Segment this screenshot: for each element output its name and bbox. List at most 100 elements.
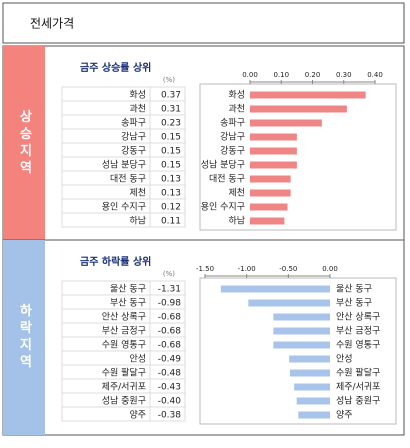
table-region: 성남 분당구	[102, 160, 146, 171]
table-value: 0.23	[161, 119, 181, 129]
plot-frame	[199, 83, 397, 231]
bar	[273, 313, 330, 321]
category-label: 강동구	[220, 146, 245, 157]
table-value: 0.13	[161, 189, 181, 199]
category-label: 수원 영통구	[336, 340, 380, 351]
table-region: 하남	[129, 216, 146, 227]
table-value: -0.68	[158, 313, 182, 323]
section-label: 상승지역	[17, 110, 32, 178]
category-label: 송파구	[220, 118, 245, 129]
table-region: 과천	[129, 104, 146, 115]
table-value: 0.12	[161, 203, 181, 213]
category-label: 부산 동구	[336, 298, 372, 309]
bar	[250, 175, 291, 183]
table-region: 송파구	[121, 118, 146, 129]
bar	[250, 147, 297, 155]
table-region: 대전 동구	[110, 174, 146, 185]
bar	[250, 119, 322, 127]
category-label: 제천	[228, 188, 245, 199]
table-value: -0.48	[158, 369, 182, 379]
table-region: 강남구	[121, 132, 146, 143]
bar	[290, 369, 330, 377]
table-value: -0.98	[158, 299, 182, 309]
category-label: 강남구	[220, 132, 245, 143]
unit-label: (%)	[163, 76, 175, 84]
category-label: 수원 팔달구	[336, 367, 380, 379]
table-value: 0.11	[161, 217, 181, 227]
table-value: -0.68	[158, 341, 182, 351]
chart-title: 금주 하락률 상위	[80, 255, 151, 268]
table-region: 수원 팔달구	[102, 367, 146, 379]
x-tick-label: 0.40	[367, 71, 383, 79]
table-region: 수원 영통구	[102, 340, 146, 351]
table-value: -0.68	[158, 327, 182, 337]
table-region: 울산 동구	[110, 284, 146, 295]
section-label: 하락지역	[17, 303, 32, 372]
bar	[250, 189, 291, 197]
category-label: 울산 동구	[336, 284, 372, 295]
category-label: 하남	[228, 216, 245, 227]
table-region: 안성	[129, 354, 146, 365]
x-tick-label: -1.00	[238, 265, 256, 273]
bar	[273, 327, 330, 335]
category-label: 안산 상록구	[336, 312, 380, 323]
x-tick-label: 0.20	[305, 71, 321, 79]
plot-frame	[199, 277, 397, 425]
bar	[294, 383, 330, 391]
x-tick-label: -0.50	[279, 265, 297, 273]
bar	[250, 203, 288, 211]
x-tick-label: 0.00	[242, 71, 258, 79]
category-label: 부산 금정구	[336, 326, 380, 337]
category-label: 대전 동구	[209, 174, 245, 185]
table-value: -0.40	[158, 397, 182, 407]
category-label: 화성	[228, 90, 245, 101]
table-region: 부산 동구	[110, 298, 146, 309]
chart-title: 금주 상승률 상위	[80, 61, 151, 74]
table-region: 양주	[129, 410, 146, 421]
bar	[298, 411, 330, 419]
bar	[250, 161, 297, 169]
table-cell	[149, 406, 186, 422]
table-value: 0.37	[161, 91, 181, 101]
category-label: 성남 분당구	[201, 160, 245, 171]
table-value: -0.43	[158, 383, 181, 393]
section-label-bg	[3, 240, 45, 435]
table-value: 0.15	[161, 161, 181, 171]
bar	[250, 91, 366, 99]
table-region: 안산 상록구	[102, 312, 146, 323]
bar	[289, 355, 330, 363]
table-region: 부산 금정구	[102, 326, 146, 337]
category-label: 제주/서귀포	[336, 382, 380, 393]
bar	[220, 285, 330, 293]
bar	[248, 299, 330, 307]
header-box	[2, 2, 405, 44]
table-region: 용인 수지구	[102, 202, 146, 213]
table-value: -1.31	[158, 285, 181, 295]
x-tick-label: 0.10	[273, 71, 289, 79]
category-label: 성남 중원구	[336, 396, 380, 407]
bar	[250, 105, 347, 113]
table-value: -0.49	[158, 355, 182, 365]
table-region: 화성	[129, 90, 146, 101]
table-value: -0.38	[158, 411, 182, 421]
unit-label: (%)	[163, 270, 175, 278]
x-tick-label: 0.00	[322, 265, 338, 273]
x-tick-label: 0.30	[336, 71, 352, 79]
bar	[250, 133, 297, 141]
bar	[296, 397, 330, 405]
table-region: 제천	[129, 188, 146, 199]
table-region: 성남 중원구	[102, 396, 146, 407]
table-cell	[149, 212, 186, 228]
table-value: 0.15	[161, 133, 181, 143]
category-label: 용인 수지구	[201, 202, 245, 213]
category-label: 양주	[336, 410, 353, 421]
table-region: 제주/서귀포	[102, 382, 146, 393]
bar	[273, 341, 330, 349]
table-value: 0.15	[161, 147, 181, 157]
table-region: 강동구	[121, 146, 146, 157]
x-tick-label: -1.50	[196, 265, 214, 273]
table-value: 0.31	[161, 105, 181, 115]
section-label-bg	[3, 46, 45, 241]
